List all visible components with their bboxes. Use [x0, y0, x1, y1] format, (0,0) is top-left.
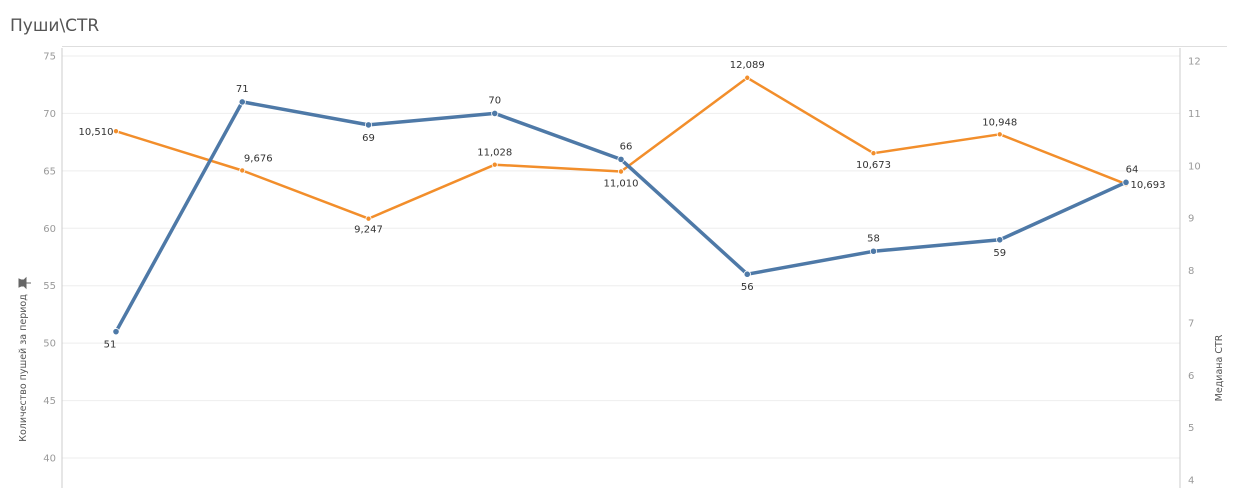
right-tick-label: 11	[1188, 109, 1201, 120]
data-label-ctr: 9,247	[354, 225, 383, 236]
data-point-count[interactable]	[1122, 178, 1130, 186]
data-label-ctr: 12,089	[730, 60, 765, 71]
data-label-count: 58	[867, 233, 880, 244]
right-tick-label: 7	[1188, 318, 1194, 329]
left-tick-label: 60	[43, 224, 56, 235]
chart-title: Пуши\CTR	[10, 16, 100, 36]
right-tick-label: 10	[1188, 161, 1201, 172]
data-label-ctr: 11,010	[604, 179, 639, 190]
series-line-count	[114, 100, 1128, 334]
left-tick-label: 40	[43, 454, 56, 465]
data-label-ctr: 9,676	[244, 153, 273, 164]
data-label-count: 66	[620, 141, 633, 152]
right-tick-label: 6	[1188, 371, 1194, 382]
left-tick-label: 50	[43, 339, 56, 350]
left-tick-label: 70	[43, 109, 56, 120]
data-point-count[interactable]	[238, 98, 246, 106]
data-label-ctr: 10,693	[1131, 180, 1166, 191]
data-point-count[interactable]	[491, 109, 499, 118]
data-point-count[interactable]	[112, 328, 120, 336]
data-label-ctr: 11,028	[477, 148, 512, 159]
data-label-count: 56	[741, 282, 754, 293]
data-label-count: 70	[488, 95, 501, 106]
data-point-count[interactable]	[617, 155, 625, 163]
right-tick-label: 5	[1188, 423, 1194, 434]
right-tick-label: 8	[1188, 266, 1194, 277]
left-tick-label: 55	[43, 281, 56, 292]
data-label-ctr: 10,673	[856, 160, 891, 171]
data-point-count[interactable]	[364, 121, 373, 129]
data-label-count: 69	[362, 133, 375, 144]
left-tick-label: 45	[43, 396, 56, 407]
data-point-ctr[interactable]	[996, 131, 1003, 138]
title-divider	[62, 46, 1227, 47]
left-tick-label: 75	[43, 52, 56, 63]
data-point-ctr[interactable]	[744, 74, 751, 81]
data-point-count[interactable]	[996, 236, 1004, 244]
data-label-count: 64	[1126, 164, 1139, 175]
right-tick-label: 4	[1188, 476, 1194, 487]
pin-icon[interactable]	[18, 276, 31, 290]
left-tick-label: 65	[43, 166, 56, 177]
data-label-count: 51	[104, 340, 117, 351]
data-label-count: 59	[993, 248, 1006, 259]
data-point-ctr[interactable]	[113, 128, 120, 135]
data-point-ctr[interactable]	[365, 215, 372, 222]
data-point-ctr[interactable]	[618, 168, 625, 175]
data-point-count[interactable]	[743, 270, 751, 278]
right-tick-label: 12	[1188, 57, 1201, 68]
right-axis-title: Медиана CTR	[1214, 334, 1225, 401]
data-label-ctr: 10,510	[79, 127, 114, 138]
pin-icon-shape	[18, 276, 31, 290]
data-label-count: 71	[236, 84, 249, 95]
left-axis-title: Количество пушей за период	[18, 294, 29, 442]
data-label-ctr: 10,948	[982, 117, 1017, 128]
data-point-ctr[interactable]	[870, 150, 877, 157]
data-point-count[interactable]	[869, 247, 878, 255]
data-point-ctr[interactable]	[491, 161, 498, 168]
right-tick-label: 9	[1188, 214, 1194, 225]
data-point-ctr[interactable]	[239, 167, 246, 174]
